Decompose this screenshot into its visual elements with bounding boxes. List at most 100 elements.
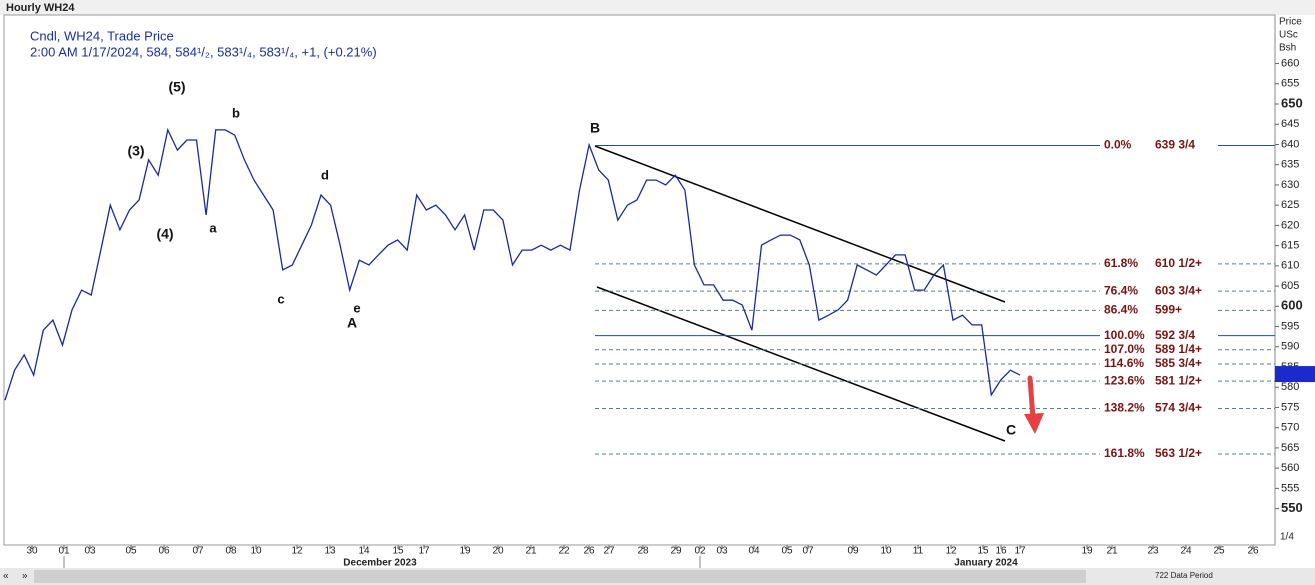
fib-label-bg xyxy=(1100,138,1218,153)
fib-value: 585 3/4+ xyxy=(1155,356,1202,370)
wave-label: (3) xyxy=(127,143,144,159)
fib-value: 581 1/2+ xyxy=(1155,373,1202,387)
y-tick-label: 640 xyxy=(1281,138,1299,150)
fib-percent: 114.6% xyxy=(1104,356,1144,370)
fib-percent: 161.8% xyxy=(1104,446,1145,460)
wave-label: a xyxy=(209,220,217,235)
chart-title: Cndl, WH24, Trade Price xyxy=(30,28,174,43)
x-tick-label: 26 xyxy=(583,546,595,557)
y-tick-label: 635 xyxy=(1281,159,1299,171)
fib-label-bg xyxy=(1100,342,1218,357)
fib-value: 639 3/4 xyxy=(1155,138,1195,152)
fib-percent: 100.0% xyxy=(1104,328,1145,342)
x-tick-label: 19 xyxy=(1081,546,1093,557)
x-tick-label: 17 xyxy=(1014,546,1026,557)
x-tick-label: 05 xyxy=(125,546,137,557)
fib-percent: 86.4% xyxy=(1104,303,1138,317)
y-tick-label: 605 xyxy=(1281,280,1299,292)
fib-label-bg xyxy=(1100,284,1218,299)
fib-value: 574 3/4+ xyxy=(1155,401,1202,415)
x-tick-label: 28 xyxy=(637,546,649,557)
x-tick-label: 19 xyxy=(459,546,471,557)
scroll-right[interactable]: » xyxy=(22,571,28,582)
y-tick-label: 655 xyxy=(1281,78,1299,90)
x-tick-label: 15 xyxy=(392,546,404,557)
wave-label: B xyxy=(590,120,600,136)
wave-label: (4) xyxy=(156,226,173,242)
fib-label-bg xyxy=(1100,303,1218,318)
fib-percent: 0.0% xyxy=(1104,138,1132,152)
fib-value: 592 3/4 xyxy=(1155,328,1195,342)
x-tick-label: 05 xyxy=(781,546,793,557)
x-tick-label: 03 xyxy=(84,546,96,557)
x-tick-label: 10 xyxy=(250,546,262,557)
x-tick-label: 12 xyxy=(291,546,303,557)
fib-value: 603 3/4+ xyxy=(1155,283,1202,297)
x-tick-label: 16 xyxy=(995,546,1007,557)
x-tick-label: 06 xyxy=(158,546,170,557)
window-title: Hourly WH24 xyxy=(6,2,75,14)
fib-percent: 107.0% xyxy=(1104,342,1145,356)
fib-label-bg xyxy=(1100,328,1218,343)
fib-label-bg xyxy=(1100,374,1218,389)
scrollbar-thumb[interactable] xyxy=(34,570,1086,583)
x-tick-label: 20 xyxy=(492,546,504,557)
last-price-marker xyxy=(1275,366,1315,383)
y-tick-label: 565 xyxy=(1281,442,1299,454)
arrow xyxy=(1024,375,1044,434)
chart-subtitle: 2:00 AM 1/17/2024, 584, 584¹/₂, 583¹/₄, … xyxy=(30,44,377,59)
y-tick-label: 590 xyxy=(1281,341,1299,353)
plot-area xyxy=(3,14,1276,546)
x-tick-label: 03 xyxy=(716,546,728,557)
y-tick-label: 550 xyxy=(1281,500,1303,515)
month-label: December 2023 xyxy=(343,558,417,569)
y-tick-label: 625 xyxy=(1281,199,1299,211)
x-tick-label: 07 xyxy=(192,546,204,557)
fib-value: 589 1/4+ xyxy=(1155,342,1202,356)
fib-percent: 138.2% xyxy=(1104,401,1145,415)
x-tick-label: 21 xyxy=(1106,546,1118,557)
x-tick-label: 04 xyxy=(748,546,760,557)
fib-percent: 76.4% xyxy=(1104,283,1138,297)
x-tick-label: 10 xyxy=(880,546,892,557)
x-tick-label: 24 xyxy=(1180,546,1192,557)
month-label: January 2024 xyxy=(954,558,1018,569)
x-tick-label: 22 xyxy=(558,546,570,557)
wave-label: A xyxy=(347,315,357,331)
x-tick-label: 09 xyxy=(847,546,859,557)
y-tick-label: 610 xyxy=(1281,260,1299,272)
price-line xyxy=(4,127,1021,401)
wave-label: (5) xyxy=(168,79,185,95)
wave-label: C xyxy=(1006,422,1016,438)
x-tick-label: 26 xyxy=(1247,546,1259,557)
title-bar xyxy=(0,0,1315,15)
y-tick-label: 575 xyxy=(1281,401,1299,413)
fib-label-bg xyxy=(1100,446,1218,461)
y-tick-label: 595 xyxy=(1281,320,1299,332)
x-tick-label: 27 xyxy=(603,546,615,557)
x-tick-label: 13 xyxy=(324,546,336,557)
scroll-left[interactable]: « xyxy=(3,571,9,582)
wave-label: b xyxy=(232,105,240,120)
x-tick-label: 23 xyxy=(1147,546,1159,557)
x-tick-label: 30 xyxy=(26,546,38,557)
y-tick-label: 620 xyxy=(1281,219,1299,231)
fib-value: 610 1/2+ xyxy=(1155,256,1202,270)
axis-header: USc xyxy=(1279,30,1298,41)
axis-header: Price xyxy=(1279,17,1302,28)
axis-header: Bsh xyxy=(1279,43,1296,54)
x-tick-label: 21 xyxy=(525,546,537,557)
wave-label: d xyxy=(321,167,329,182)
data-period: 722 Data Period xyxy=(1155,571,1213,580)
wave-label: c xyxy=(277,291,284,306)
y-tick-label: 650 xyxy=(1281,95,1303,110)
page-indicator: 1/4 xyxy=(1280,532,1294,543)
y-tick-label: 630 xyxy=(1281,179,1299,191)
y-tick-label: 580 xyxy=(1281,381,1299,393)
x-tick-label: 29 xyxy=(670,546,682,557)
y-tick-label: 560 xyxy=(1281,462,1299,474)
fib-label-bg xyxy=(1100,401,1218,416)
fib-value: 563 1/2+ xyxy=(1155,446,1202,460)
channel-line xyxy=(594,145,1006,303)
